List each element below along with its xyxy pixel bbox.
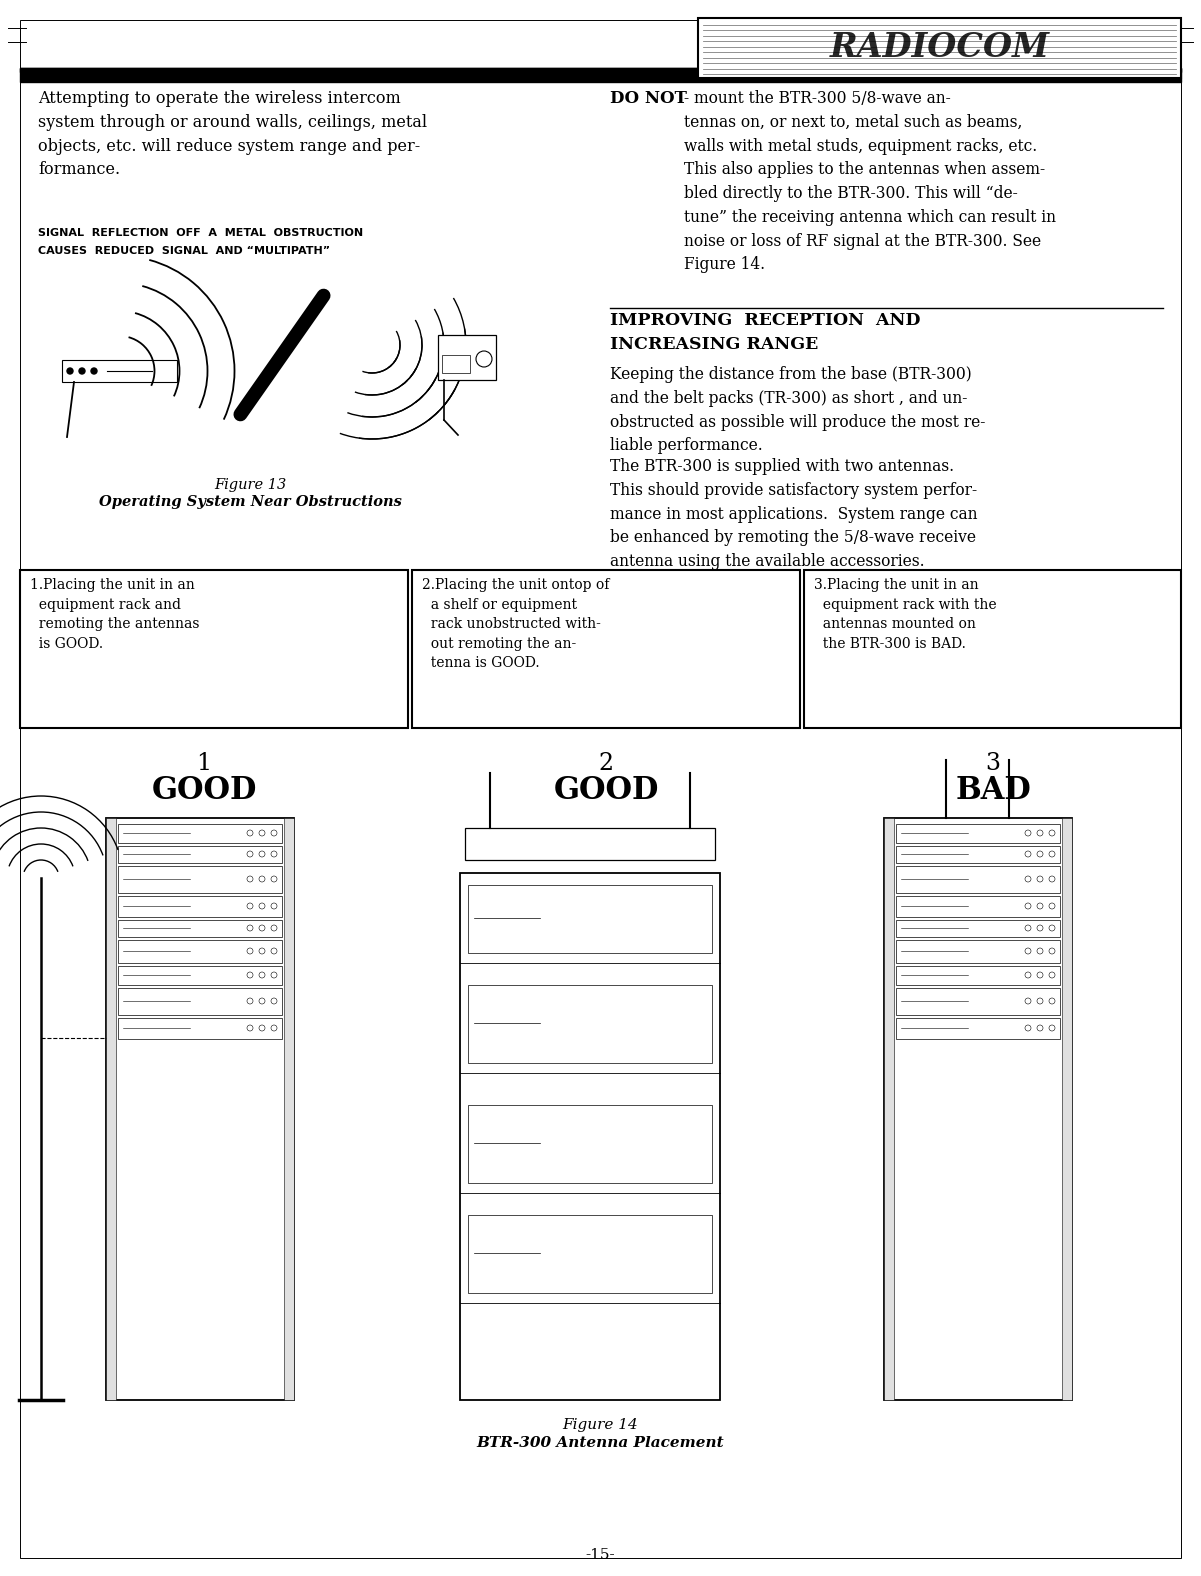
Circle shape — [271, 972, 277, 979]
Text: GOOD: GOOD — [151, 775, 257, 805]
Circle shape — [259, 851, 265, 857]
Bar — [465, 827, 715, 860]
Bar — [118, 988, 282, 1015]
Bar — [468, 1215, 712, 1292]
Bar — [20, 571, 408, 728]
Bar — [118, 824, 282, 843]
Circle shape — [259, 998, 265, 1004]
Circle shape — [247, 876, 253, 883]
Circle shape — [1048, 903, 1054, 909]
Circle shape — [1024, 1024, 1030, 1031]
Bar — [896, 865, 1060, 894]
Bar — [62, 359, 177, 381]
Bar — [118, 897, 282, 917]
Text: Figure 14: Figure 14 — [562, 1418, 638, 1433]
Circle shape — [271, 903, 277, 909]
Circle shape — [247, 925, 253, 931]
Circle shape — [271, 998, 277, 1004]
Circle shape — [259, 876, 265, 883]
Circle shape — [259, 972, 265, 979]
Circle shape — [1048, 851, 1054, 857]
Text: BTR-300 Antenna Placement: BTR-300 Antenna Placement — [476, 1436, 724, 1450]
Circle shape — [1024, 831, 1030, 835]
Bar — [438, 336, 496, 380]
Circle shape — [1036, 876, 1042, 883]
Circle shape — [1024, 876, 1030, 883]
Bar — [118, 920, 282, 938]
Circle shape — [79, 369, 85, 374]
Circle shape — [1048, 831, 1054, 835]
Bar — [412, 571, 800, 728]
Circle shape — [1036, 851, 1042, 857]
Text: 1.Placing the unit in an
  equipment rack and
  remoting the antennas
  is GOOD.: 1.Placing the unit in an equipment rack … — [30, 578, 199, 651]
Bar — [442, 355, 470, 374]
Circle shape — [259, 831, 265, 835]
Bar — [106, 818, 294, 1399]
Bar — [118, 966, 282, 985]
Circle shape — [247, 1024, 253, 1031]
Text: -15-: -15- — [585, 1548, 615, 1562]
Circle shape — [247, 851, 253, 857]
Text: CAUSES  REDUCED  SIGNAL  AND “MULTIPATH”: CAUSES REDUCED SIGNAL AND “MULTIPATH” — [38, 246, 330, 255]
Text: DO NOT: DO NOT — [610, 90, 687, 107]
Bar — [1062, 818, 1072, 1399]
Text: IMPROVING  RECEPTION  AND: IMPROVING RECEPTION AND — [610, 312, 920, 329]
Circle shape — [1036, 903, 1042, 909]
Circle shape — [247, 972, 253, 979]
Bar — [803, 571, 1181, 728]
Circle shape — [1036, 949, 1042, 953]
Bar — [896, 939, 1060, 963]
Bar — [283, 818, 294, 1399]
Bar — [896, 966, 1060, 985]
Circle shape — [1036, 998, 1042, 1004]
Circle shape — [259, 903, 265, 909]
Circle shape — [1024, 903, 1030, 909]
Text: 3.Placing the unit in an
  equipment rack with the
  antennas mounted on
  the B: 3.Placing the unit in an equipment rack … — [814, 578, 997, 651]
Text: INCREASING RANGE: INCREASING RANGE — [610, 336, 818, 353]
Bar — [468, 886, 712, 953]
Circle shape — [1048, 998, 1054, 1004]
Bar — [698, 17, 1181, 77]
Circle shape — [259, 925, 265, 931]
Bar — [118, 846, 282, 864]
Text: The BTR-300 is supplied with two antennas.
This should provide satisfactory syst: The BTR-300 is supplied with two antenna… — [610, 459, 978, 571]
Circle shape — [1024, 972, 1030, 979]
Text: 3: 3 — [986, 752, 1000, 775]
Bar — [118, 939, 282, 963]
Circle shape — [1048, 1024, 1054, 1031]
Bar — [884, 818, 894, 1399]
Circle shape — [271, 831, 277, 835]
Text: Operating System Near Obstructions: Operating System Near Obstructions — [98, 495, 401, 509]
Text: Figure 13: Figure 13 — [214, 478, 286, 492]
Circle shape — [271, 949, 277, 953]
Circle shape — [271, 851, 277, 857]
Bar — [118, 865, 282, 894]
Bar — [896, 897, 1060, 917]
Bar — [106, 818, 116, 1399]
Text: 2: 2 — [598, 752, 614, 775]
Text: GOOD: GOOD — [554, 775, 658, 805]
Circle shape — [1024, 851, 1030, 857]
Circle shape — [247, 831, 253, 835]
Circle shape — [476, 351, 492, 367]
Circle shape — [271, 1024, 277, 1031]
Bar — [460, 873, 721, 1399]
Bar — [468, 985, 712, 1062]
Circle shape — [1024, 925, 1030, 931]
Text: - mount the BTR-300 5/8-wave an-
tennas on, or next to, metal such as beams,
wal: - mount the BTR-300 5/8-wave an- tennas … — [685, 90, 1056, 273]
Text: Keeping the distance from the base (BTR-300)
and the belt packs (TR-300) as shor: Keeping the distance from the base (BTR-… — [610, 366, 985, 454]
Bar — [884, 818, 1072, 1399]
Circle shape — [247, 903, 253, 909]
Bar — [468, 1105, 712, 1184]
Circle shape — [1048, 949, 1054, 953]
Circle shape — [1036, 972, 1042, 979]
Circle shape — [1024, 998, 1030, 1004]
Text: 1: 1 — [197, 752, 211, 775]
Text: BAD: BAD — [955, 775, 1030, 805]
Circle shape — [1036, 1024, 1042, 1031]
Text: Attempting to operate the wireless intercom
system through or around walls, ceil: Attempting to operate the wireless inter… — [38, 90, 428, 178]
Circle shape — [1024, 949, 1030, 953]
Circle shape — [259, 1024, 265, 1031]
Circle shape — [91, 369, 97, 374]
Circle shape — [1048, 972, 1054, 979]
